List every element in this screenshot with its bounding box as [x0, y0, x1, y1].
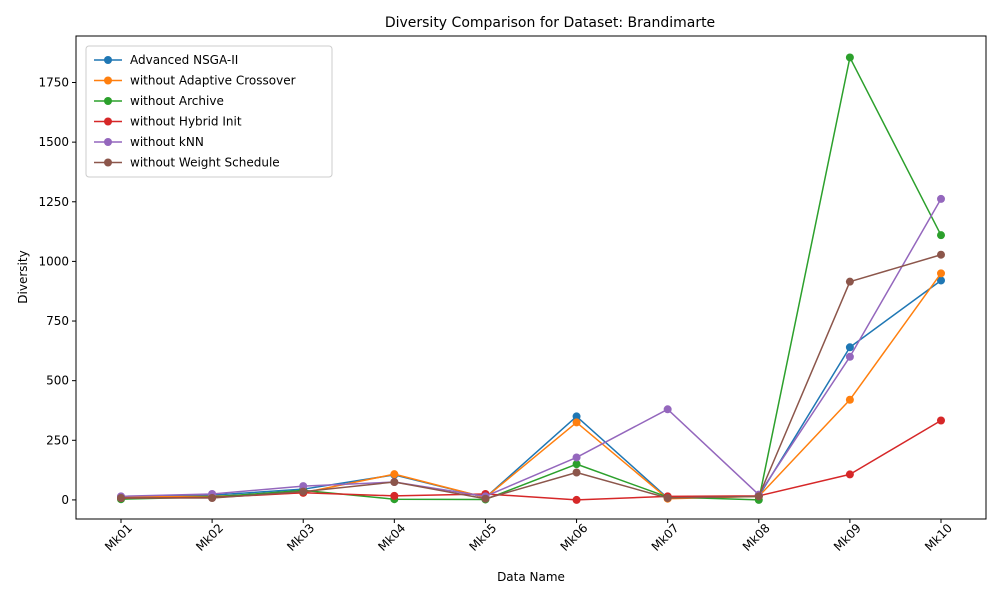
data-point [937, 250, 945, 259]
legend-swatch-marker [104, 56, 112, 64]
series-line [121, 254, 942, 500]
y-tick-label: 1250 [38, 195, 69, 209]
legend-swatch-marker [104, 138, 112, 146]
legend-item: without Hybrid Init [94, 115, 242, 129]
series-5 [117, 250, 945, 503]
legend-item: Advanced NSGA-II [94, 53, 238, 67]
data-point [845, 352, 854, 361]
y-tick-label: 1000 [38, 254, 69, 268]
data-point [572, 453, 581, 462]
legend-label: without Adaptive Crossover [130, 74, 296, 88]
data-point [754, 492, 763, 501]
data-point [663, 405, 672, 414]
y-tick-label: 750 [46, 314, 69, 328]
data-point [572, 412, 581, 421]
y-axis: 0 250 500 750 1000 1250 1500 1750 [38, 76, 76, 507]
legend-swatch-marker [104, 97, 112, 105]
data-point [845, 277, 854, 286]
legend-item: without Weight Schedule [94, 156, 280, 170]
legend-box [85, 45, 333, 178]
legend-label: without Weight Schedule [130, 156, 280, 170]
data-point [572, 418, 581, 427]
legend-item: without Archive [94, 94, 224, 108]
legend-swatch-marker [104, 76, 112, 85]
plot-frame [75, 35, 987, 520]
data-point [937, 416, 945, 425]
legend-label: without kNN [130, 135, 204, 149]
data-point [845, 53, 854, 62]
legend: Advanced NSGA-II without Adaptive Crossov… [85, 45, 333, 178]
series-line [120, 198, 942, 498]
legend-label: without Archive [130, 94, 224, 108]
data-point [117, 494, 125, 503]
data-point [845, 470, 854, 479]
data-point [663, 494, 672, 503]
data-point [845, 343, 854, 352]
chart-title: Diversity Comparison for Dataset: Brandi… [385, 15, 715, 31]
series-line [120, 56, 942, 501]
series-line [120, 279, 942, 499]
legend-item: without Adaptive Crossover [94, 74, 296, 88]
data-point [572, 460, 581, 469]
data-point [845, 395, 854, 404]
data-point [937, 276, 945, 285]
data-point [572, 495, 581, 504]
data-point [208, 494, 217, 503]
y-tick-label: 0 [61, 493, 69, 507]
data-point [390, 491, 399, 500]
legend-swatch-marker [104, 158, 112, 167]
y-tick-label: 1500 [38, 135, 69, 149]
data-point [390, 470, 399, 479]
y-tick-label: 1750 [38, 76, 69, 90]
y-tick-label: 250 [46, 433, 69, 447]
legend-label: Advanced NSGA-II [130, 53, 238, 67]
legend-label: without Hybrid Init [130, 115, 242, 129]
y-tick-label: 500 [46, 374, 69, 388]
data-point [937, 231, 945, 240]
data-point [481, 494, 490, 503]
y-axis-title: Diversity [16, 250, 30, 303]
data-point [390, 478, 399, 487]
legend-item: without kNN [94, 135, 204, 149]
data-point [937, 194, 945, 203]
legend-swatch-marker [104, 117, 112, 126]
plot-area [117, 53, 945, 504]
data-point [299, 482, 308, 491]
data-point [937, 269, 945, 278]
x-axis-title: Data Name [497, 570, 565, 584]
data-point [572, 468, 581, 477]
data-point [299, 487, 308, 496]
